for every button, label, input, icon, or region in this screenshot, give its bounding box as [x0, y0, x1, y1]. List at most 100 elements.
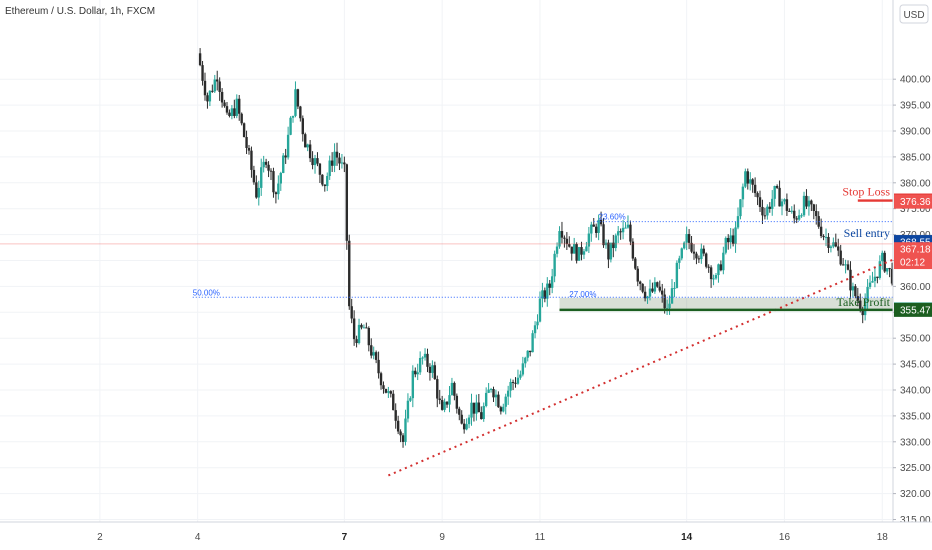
candle-body	[665, 308, 669, 310]
candle-body	[700, 248, 703, 260]
candle-body	[208, 90, 212, 102]
candle-body	[709, 267, 713, 280]
time-tick-label: 16	[779, 532, 791, 543]
candle-body	[230, 108, 234, 116]
candle-body	[646, 296, 649, 299]
candle-body	[326, 176, 329, 187]
candle-body	[318, 163, 322, 175]
candle-body	[656, 282, 659, 287]
candle-body	[705, 253, 708, 267]
candle-body	[834, 242, 838, 247]
candle-body	[670, 288, 674, 304]
candle-body	[533, 325, 537, 334]
candle-body	[284, 155, 287, 158]
candle-body	[514, 382, 517, 384]
candle-body	[313, 158, 317, 166]
candle-body	[377, 359, 380, 374]
candle-body	[719, 264, 723, 271]
candle-body	[548, 283, 551, 288]
candle-body	[524, 357, 527, 364]
candle-body	[301, 118, 304, 135]
candle-body	[362, 327, 366, 329]
candle-body	[291, 115, 295, 118]
candle-body	[440, 400, 444, 410]
candle-body	[338, 157, 341, 164]
candles	[198, 48, 932, 448]
candle-body	[282, 155, 285, 173]
candle-body	[729, 235, 732, 243]
candle-body	[333, 151, 336, 166]
time-tick-label: 7	[342, 532, 348, 543]
candle-body	[854, 286, 857, 297]
candle-body	[396, 420, 400, 432]
currency-button[interactable]: USD	[899, 4, 929, 24]
price-tick-label: 360.00	[900, 282, 931, 293]
candle-body	[663, 294, 666, 309]
candle-body	[758, 197, 762, 207]
candle-body	[340, 162, 344, 164]
candle-body	[343, 162, 346, 165]
candle-body	[815, 210, 818, 217]
candle-body	[453, 382, 456, 396]
candle-body	[829, 246, 833, 248]
candle-body	[438, 398, 441, 401]
price-tag	[894, 194, 932, 209]
price-tag	[894, 302, 932, 317]
candle-body	[213, 79, 216, 92]
candle-body	[304, 134, 307, 148]
candle-body	[546, 283, 549, 299]
candle-body	[541, 290, 544, 299]
candle-body	[426, 353, 429, 367]
candle-body	[460, 414, 463, 424]
currency-label: USD	[903, 10, 924, 21]
price-tick-label: 345.00	[900, 360, 931, 371]
candle-body	[619, 231, 622, 233]
candle-body	[497, 394, 500, 408]
price-tick-label: 385.00	[900, 152, 931, 163]
candle-body	[392, 393, 395, 411]
candle-body	[563, 237, 566, 239]
candle-body	[863, 301, 867, 316]
time-axis[interactable]: 247911141618212325	[0, 521, 932, 550]
price-tick-label: 325.00	[900, 463, 931, 474]
candle-body	[218, 81, 221, 92]
candle-body	[636, 268, 639, 282]
candle-body	[844, 264, 847, 266]
grid	[0, 0, 893, 522]
candle-body	[543, 290, 547, 299]
candle-body	[773, 186, 776, 199]
candle-body	[458, 408, 461, 415]
candle-body	[555, 246, 559, 254]
candle-body	[851, 286, 855, 291]
candle-body	[450, 382, 454, 396]
candle-body	[274, 192, 278, 195]
price-tick-label: 330.00	[900, 437, 931, 448]
candle-body	[487, 389, 490, 393]
candle-body	[617, 231, 620, 236]
price-tick-label: 390.00	[900, 127, 931, 138]
candle-body	[795, 218, 798, 220]
candle-body	[771, 198, 774, 209]
candle-body	[538, 298, 542, 322]
candle-body	[198, 53, 202, 66]
candle-body	[599, 219, 603, 225]
price-tick-label: 340.00	[900, 386, 931, 397]
candle-body	[323, 184, 326, 187]
candle-body	[675, 262, 679, 288]
candle-body	[888, 268, 891, 270]
candle-body	[560, 231, 564, 238]
candle-body	[731, 235, 735, 244]
candle-body	[802, 195, 806, 216]
candle-body	[751, 179, 754, 185]
candle-body	[526, 350, 529, 358]
price-axis[interactable]: 315.00 320.00 325.00 330.00 335.00 340.00 345.…	[892, 0, 932, 526]
candle-body	[692, 251, 696, 254]
price-tick-label: 400.00	[900, 75, 931, 86]
candle-body	[223, 102, 226, 107]
candle-body	[570, 246, 573, 254]
candle-body	[553, 253, 556, 277]
price-tag-label: 367.18	[900, 245, 931, 256]
candle-body	[225, 106, 229, 113]
candle-body	[455, 395, 459, 409]
